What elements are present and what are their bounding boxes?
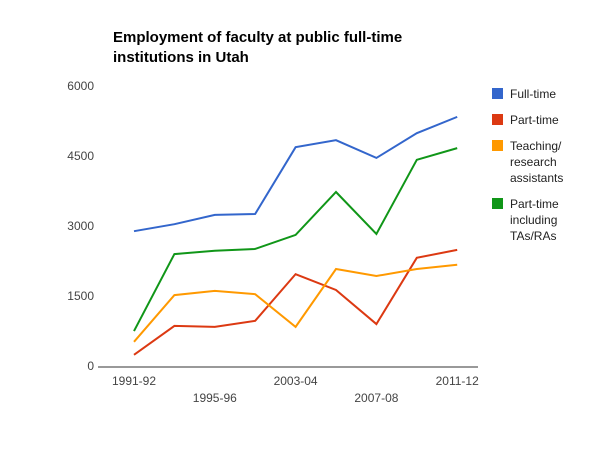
- legend: Full-time Part-time Teaching/ research ass…: [492, 86, 587, 254]
- x-tick-label: 2007-08: [354, 391, 398, 405]
- x-tick-label: 1995-96: [193, 391, 237, 405]
- y-tick-label: 1500: [67, 289, 94, 303]
- legend-swatch: [492, 198, 503, 209]
- line-series: [133, 147, 458, 332]
- legend-label: Part-time: [510, 113, 559, 127]
- x-tick-label: 2011-12: [436, 374, 479, 388]
- legend-label: Teaching/ research assistants: [510, 139, 564, 185]
- legend-swatch: [492, 140, 503, 151]
- line-series: [133, 115, 458, 233]
- legend-swatch: [492, 88, 503, 99]
- legend-label: Full-time: [510, 87, 557, 101]
- legend-label: Part-time including TAs/RAs: [510, 197, 559, 243]
- chart-title: Employment of faculty at public full-tim…: [113, 29, 403, 66]
- legend-item: Part-time: [492, 112, 587, 128]
- y-tick-label: 6000: [67, 79, 94, 93]
- line-series: [133, 263, 458, 343]
- legend-item: Full-time: [492, 86, 587, 102]
- y-tick-label: 4500: [67, 149, 94, 163]
- y-tick-label: 3000: [67, 219, 94, 233]
- x-tick-label: 2003-04: [274, 374, 318, 388]
- legend-swatch: [492, 114, 503, 125]
- legend-item: Part-time including TAs/RAs: [492, 196, 587, 244]
- y-tick-label: 0: [87, 359, 94, 373]
- line-series: [133, 248, 458, 356]
- legend-item: Teaching/ research assistants: [492, 138, 587, 186]
- x-tick-label: 1991-92: [112, 374, 156, 388]
